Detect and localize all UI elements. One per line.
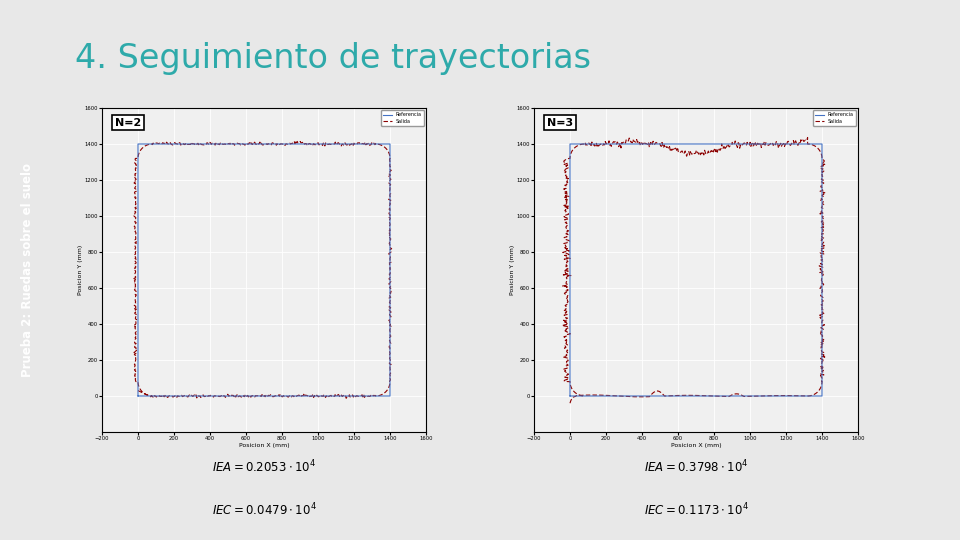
- Text: 4. Seguimiento de trayectorias: 4. Seguimiento de trayectorias: [75, 42, 590, 75]
- Text: N=3: N=3: [547, 118, 573, 128]
- Text: $\mathit{IEC} = 0.1173 \cdot 10^{4}$: $\mathit{IEC} = 0.1173 \cdot 10^{4}$: [643, 502, 749, 518]
- Legend: Referencia, Salida: Referencia, Salida: [813, 111, 855, 126]
- X-axis label: Posicion X (mm): Posicion X (mm): [671, 443, 721, 448]
- Y-axis label: Posicion Y (mm): Posicion Y (mm): [78, 245, 83, 295]
- X-axis label: Posicion X (mm): Posicion X (mm): [239, 443, 289, 448]
- Text: $\mathit{IEA} = 0.3798 \cdot 10^{4}$: $\mathit{IEA} = 0.3798 \cdot 10^{4}$: [644, 459, 748, 475]
- Text: Prueba 2: Ruedas sobre el suelo: Prueba 2: Ruedas sobre el suelo: [21, 163, 35, 377]
- Text: $\mathit{IEA} = 0.2053 \cdot 10^{4}$: $\mathit{IEA} = 0.2053 \cdot 10^{4}$: [212, 459, 316, 475]
- Legend: Referencia, Salida: Referencia, Salida: [381, 111, 423, 126]
- Y-axis label: Posicion Y (mm): Posicion Y (mm): [510, 245, 515, 295]
- Text: $\mathit{IEC} = 0.0479 \cdot 10^{4}$: $\mathit{IEC} = 0.0479 \cdot 10^{4}$: [211, 502, 317, 518]
- Text: N=2: N=2: [115, 118, 141, 128]
